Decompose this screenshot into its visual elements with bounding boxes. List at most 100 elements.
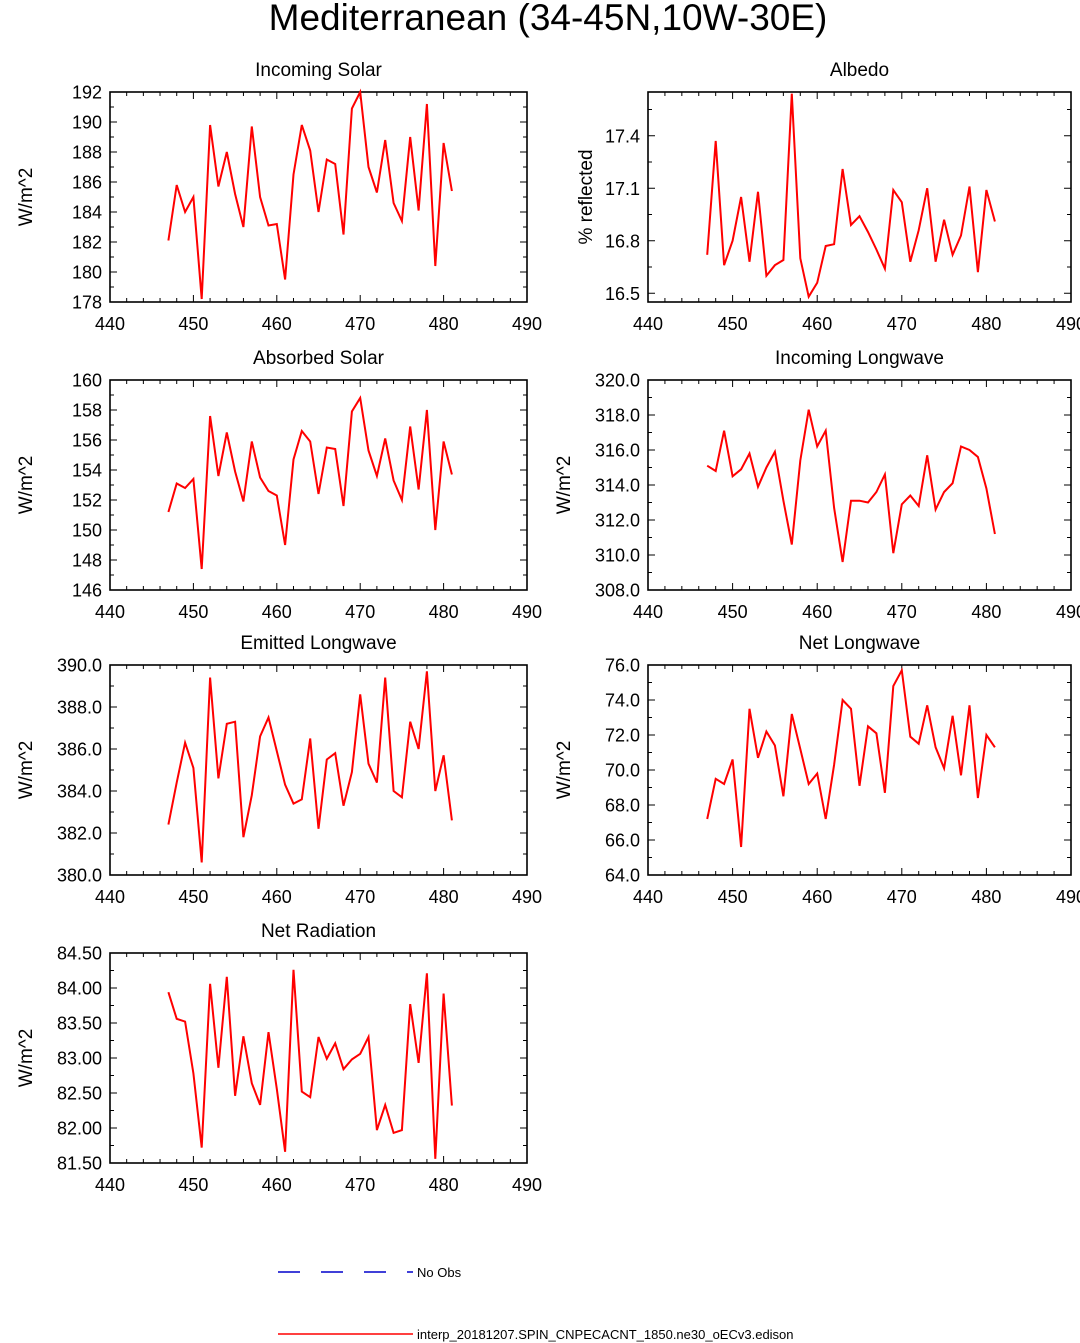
x-tick-label: 460: [802, 314, 832, 334]
legend: No Obs interp_20181207.SPIN_CNPECACNT_18…: [278, 1265, 794, 1342]
y-tick-label: 186: [72, 173, 102, 193]
y-tick-label: 70.0: [605, 761, 640, 781]
y-axis-label: % reflected: [576, 149, 597, 244]
y-tick-label: 81.50: [57, 1154, 102, 1174]
x-tick-label: 450: [178, 602, 208, 622]
y-tick-label: 146: [72, 581, 102, 601]
y-tick-label: 158: [72, 401, 102, 421]
x-tick-label: 470: [887, 887, 917, 907]
y-tick-label: 386.0: [57, 740, 102, 760]
x-tick-label: 450: [178, 314, 208, 334]
x-tick-label: 440: [95, 1175, 125, 1195]
x-tick-label: 470: [887, 602, 917, 622]
panel-absorbed-solar: Absorbed Solar W/m^2 440 450 460 470 480 490 146…: [16, 348, 542, 622]
x-tick-label: 440: [633, 314, 663, 334]
y-tick-label: 310.0: [595, 546, 640, 566]
x-tick-label: 450: [718, 602, 748, 622]
y-tick-label: 382.0: [57, 824, 102, 844]
y-tick-label: 17.1: [605, 179, 640, 199]
x-tick-label: 470: [345, 314, 375, 334]
x-tick-label: 470: [887, 314, 917, 334]
y-tick-label: 16.8: [605, 231, 640, 251]
y-axis-label: W/m^2: [16, 168, 37, 227]
x-tick-label: 470: [345, 1175, 375, 1195]
x-tick-label: 480: [971, 887, 1001, 907]
y-tick-label: 83.50: [57, 1014, 102, 1034]
x-tick-label: 490: [1056, 314, 1080, 334]
panel-title: Emitted Longwave: [240, 633, 396, 654]
x-tick-label: 460: [262, 314, 292, 334]
x-tick-label: 470: [345, 602, 375, 622]
y-tick-label: 64.0: [605, 866, 640, 886]
x-tick-label: 450: [178, 1175, 208, 1195]
panel-title: Absorbed Solar: [253, 348, 385, 369]
y-tick-label: 380.0: [57, 866, 102, 886]
main-title: Mediterranean (34-45N,10W-30E): [269, 0, 828, 38]
x-tick-label: 490: [512, 602, 542, 622]
x-tick-label: 440: [95, 887, 125, 907]
series-line-model: [167, 671, 453, 863]
x-tick-label: 440: [633, 602, 663, 622]
x-tick-label: 450: [718, 887, 748, 907]
x-tick-label: 450: [718, 314, 748, 334]
x-tick-label: 440: [633, 887, 663, 907]
y-tick-label: 160: [72, 371, 102, 391]
y-tick-label: 17.4: [605, 126, 640, 146]
series-line-model: [167, 395, 453, 570]
y-tick-label: 192: [72, 83, 102, 103]
legend-obs-label: No Obs: [417, 1265, 462, 1280]
y-tick-label: 84.00: [57, 979, 102, 999]
y-tick-label: 82.00: [57, 1119, 102, 1139]
panel-incoming-longwave: Incoming Longwave W/m^2 440 450 460 470 480 490…: [554, 348, 1080, 622]
y-tick-label: 156: [72, 431, 102, 451]
x-tick-label: 450: [178, 887, 208, 907]
plot-frame: [647, 379, 1072, 591]
y-tick-label: 188: [72, 143, 102, 163]
plot-frame: [647, 91, 1072, 303]
y-axis-label: W/m^2: [554, 456, 575, 515]
x-tick-label: 480: [429, 602, 459, 622]
panel-title: Albedo: [830, 60, 889, 81]
y-axis-label: W/m^2: [16, 1029, 37, 1088]
panel-title: Incoming Solar: [255, 60, 382, 81]
y-tick-label: 314.0: [595, 476, 640, 496]
panel-title: Net Radiation: [261, 921, 376, 942]
x-tick-label: 480: [429, 1175, 459, 1195]
y-tick-label: 84.50: [57, 944, 102, 964]
x-tick-label: 480: [429, 887, 459, 907]
x-tick-label: 460: [262, 602, 292, 622]
x-tick-label: 460: [802, 602, 832, 622]
y-axis-label: W/m^2: [16, 456, 37, 515]
x-tick-label: 490: [512, 1175, 542, 1195]
x-tick-label: 490: [512, 314, 542, 334]
x-tick-label: 440: [95, 602, 125, 622]
plot-frame: [109, 379, 528, 591]
y-tick-label: 180: [72, 263, 102, 283]
x-tick-label: 480: [429, 314, 459, 334]
y-tick-label: 154: [72, 461, 102, 481]
x-tick-label: 480: [971, 314, 1001, 334]
y-tick-label: 68.0: [605, 796, 640, 816]
series-line-model: [167, 969, 453, 1159]
plot-frame: [109, 664, 528, 876]
y-tick-label: 312.0: [595, 511, 640, 531]
y-tick-label: 184: [72, 203, 102, 223]
panel-net-radiation: Net Radiation W/m^2 440 450 460 470 480 490 81.5…: [16, 921, 542, 1195]
y-tick-label: 320.0: [595, 371, 640, 391]
y-tick-label: 74.0: [605, 691, 640, 711]
x-tick-label: 490: [1056, 602, 1080, 622]
plot-frame: [109, 952, 528, 1164]
series-line-model: [167, 88, 453, 300]
legend-model-label: interp_20181207.SPIN_CNPECACNT_1850.ne30…: [417, 1327, 794, 1342]
y-tick-label: 178: [72, 293, 102, 313]
series-line-model: [706, 409, 996, 563]
plot-frame: [647, 664, 1072, 876]
y-tick-label: 66.0: [605, 831, 640, 851]
y-tick-label: 384.0: [57, 782, 102, 802]
x-tick-label: 480: [971, 602, 1001, 622]
y-tick-label: 148: [72, 551, 102, 571]
series-line-model: [706, 667, 996, 848]
y-tick-label: 152: [72, 491, 102, 511]
panel-emitted-longwave: Emitted Longwave W/m^2 440 450 460 470 480 490 3…: [16, 633, 542, 907]
